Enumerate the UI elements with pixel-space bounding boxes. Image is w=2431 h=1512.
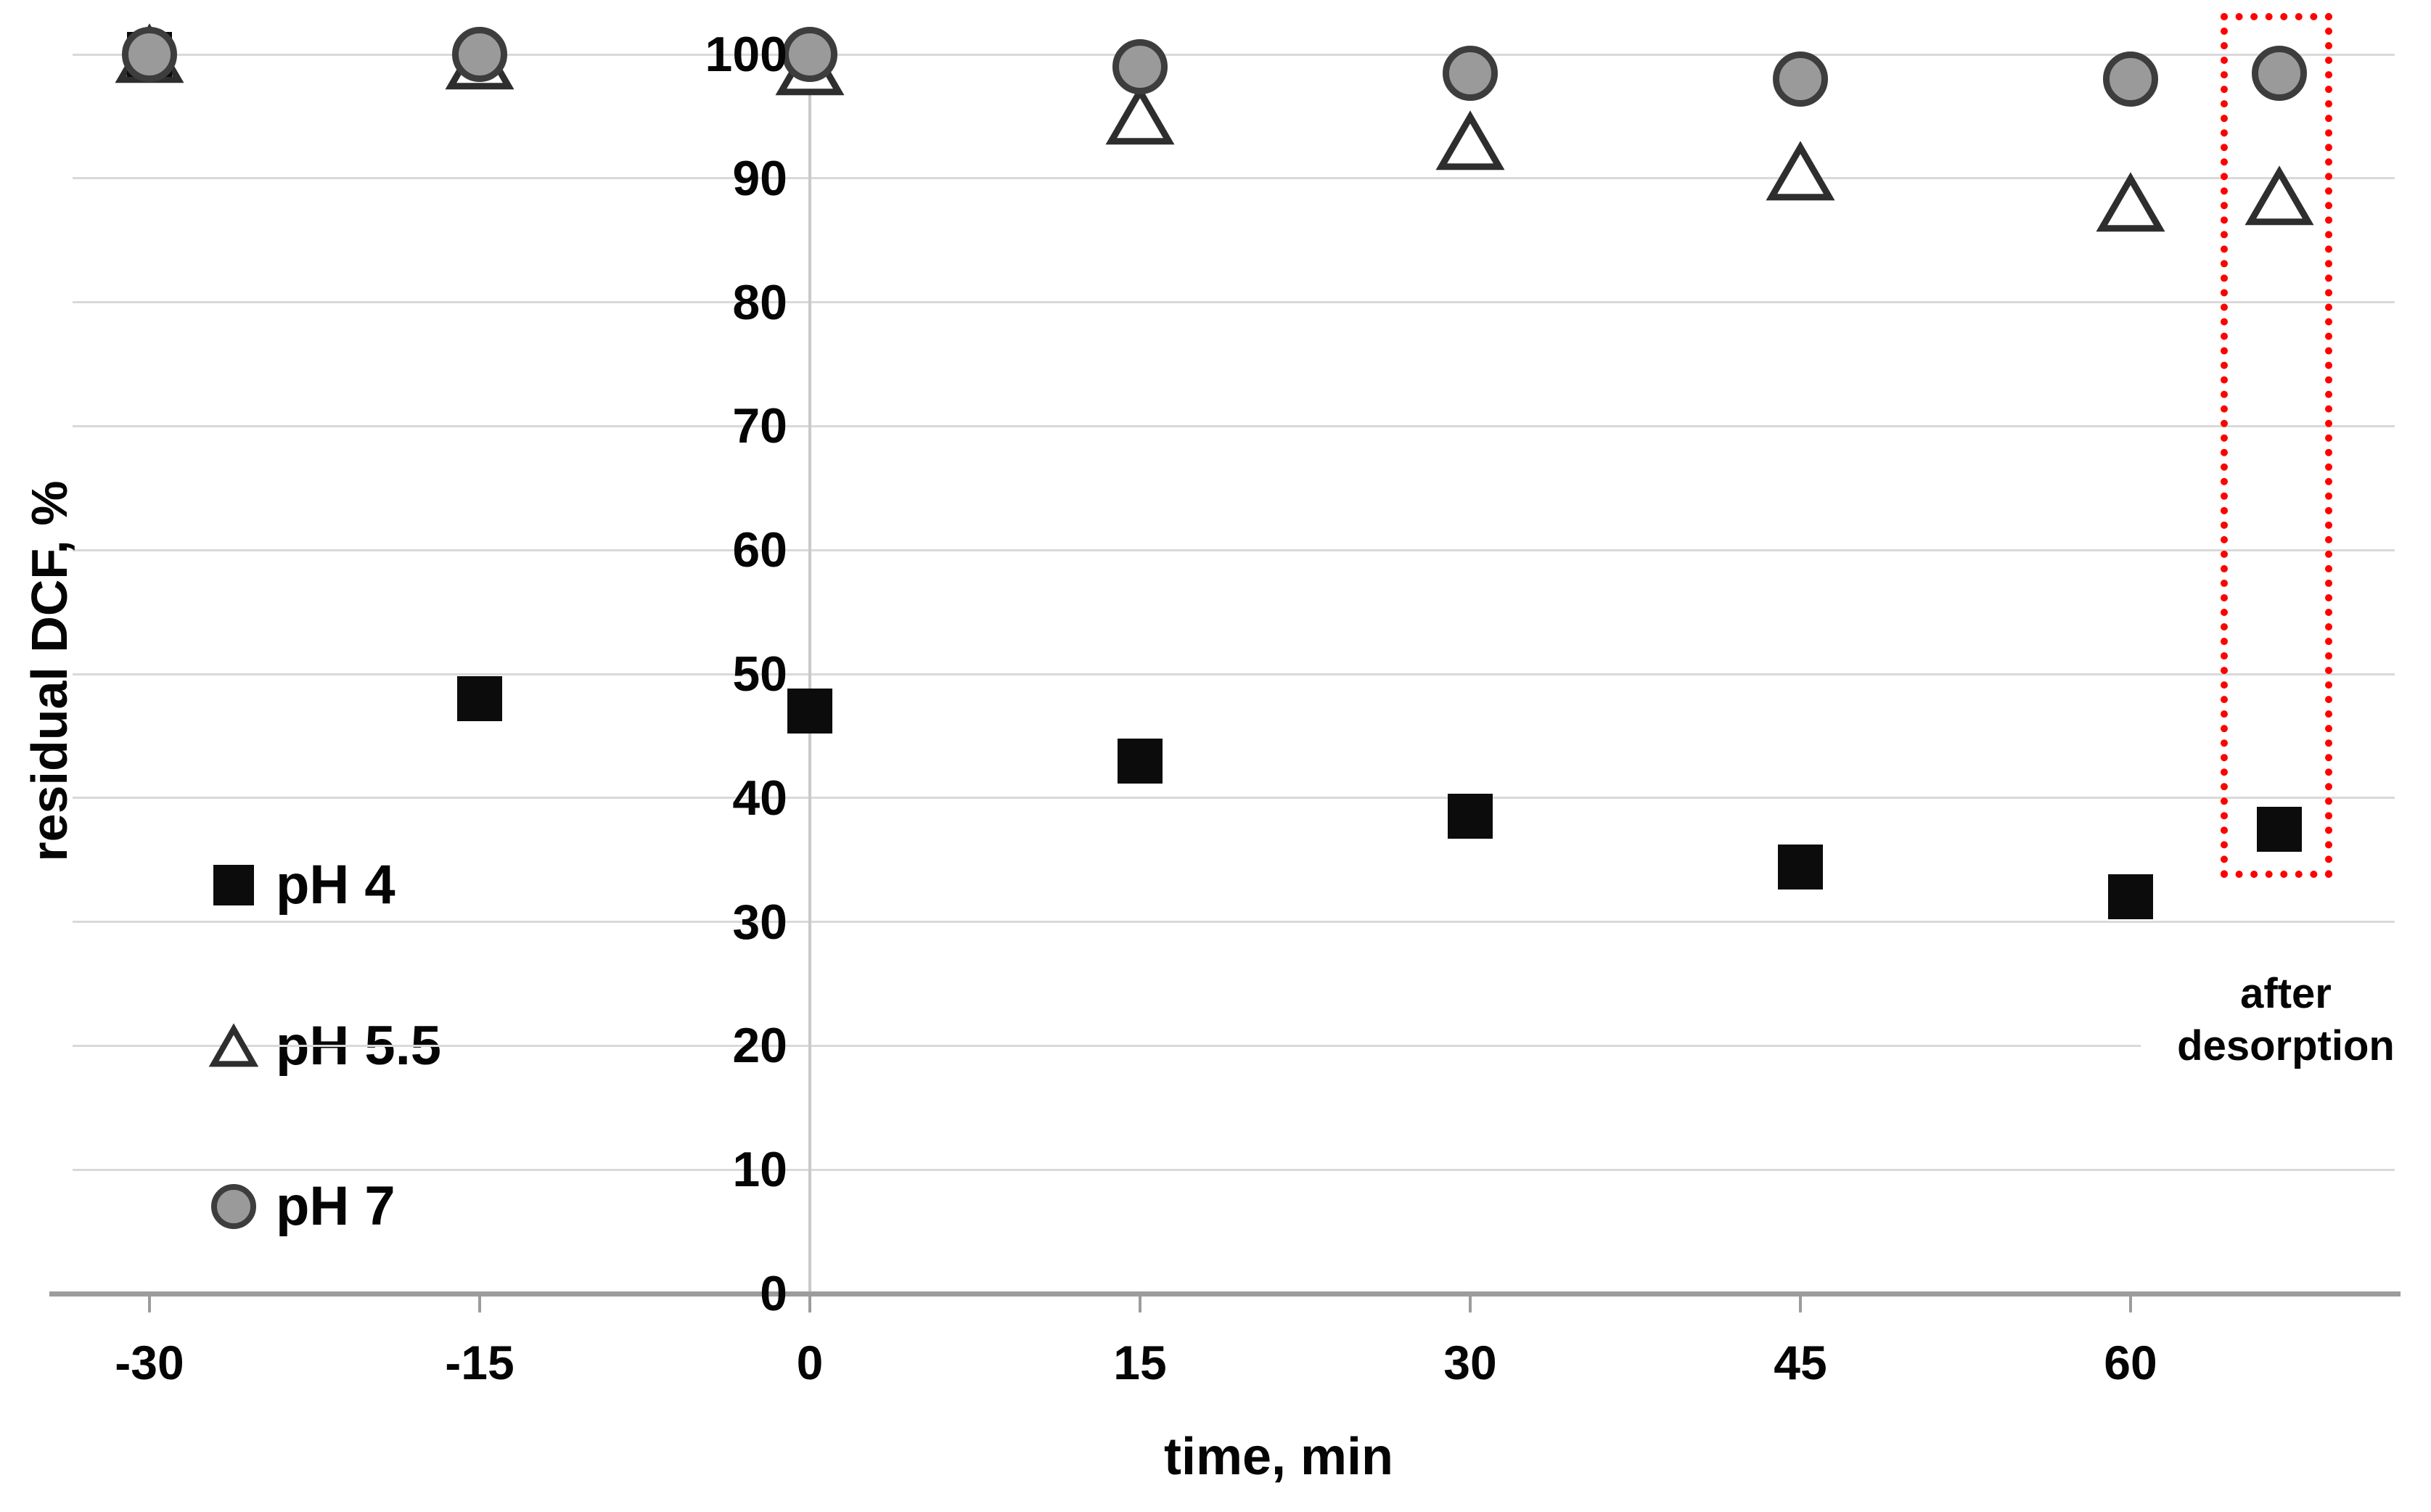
point-pH55-30 (1435, 110, 1505, 170)
x-tick-15 (1138, 1297, 1141, 1312)
y-tick-label-30: 30 (732, 894, 787, 950)
point-pH7-after (2252, 45, 2307, 101)
x-tick-label--15: -15 (445, 1336, 515, 1389)
x-axis-title: time, min (1163, 1428, 1394, 1486)
gridline-y-80 (73, 301, 2395, 304)
point-pH7-45 (1772, 52, 1828, 107)
x-tick-0 (808, 1297, 811, 1312)
y-tick-label-20: 20 (732, 1018, 787, 1074)
gridline-y-70 (73, 424, 2395, 427)
y-tick-label-70: 70 (732, 398, 787, 454)
point-pH4-45 (1777, 845, 1823, 890)
x-tick-label--30: -30 (115, 1336, 184, 1389)
annotation-line-2: desorption (2177, 1022, 2395, 1069)
point-pH4-30 (1447, 794, 1493, 839)
point-pH7--15 (452, 27, 507, 82)
point-pH4--15 (457, 676, 502, 722)
y-tick-label-80: 80 (732, 274, 787, 330)
point-pH7-30 (1442, 45, 1498, 101)
legend-marker-pH55 (208, 1023, 259, 1067)
y-tick-label-60: 60 (732, 522, 787, 578)
x-tick-label-0: 0 (796, 1336, 824, 1389)
point-pH7-15 (1112, 39, 1168, 95)
x-tick-60 (2128, 1297, 2132, 1312)
x-tick-label-30: 30 (1443, 1336, 1497, 1389)
point-pH7-0 (782, 27, 837, 82)
x-axis-line (49, 1291, 2401, 1297)
point-pH4-0 (787, 689, 832, 734)
point-pH4-60 (2107, 874, 2153, 920)
gridline-y-40 (73, 797, 2395, 800)
y-tick-label-40: 40 (732, 770, 787, 826)
legend-label-pH7: pH 7 (276, 1175, 395, 1237)
gridline-y-10 (73, 1168, 2395, 1171)
x-tick-label-60: 60 (2104, 1336, 2157, 1389)
y-tick-label-50: 50 (732, 646, 787, 702)
gridline-y-90 (73, 177, 2395, 180)
x-tick--15 (478, 1297, 481, 1312)
x-tick-label-45: 45 (1774, 1336, 1827, 1389)
point-pH55-after (2245, 165, 2314, 226)
x-tick-label-15: 15 (1113, 1336, 1167, 1389)
point-pH4-after (2257, 806, 2302, 852)
after-desorption-annotation: after desorption (2141, 968, 2431, 1072)
x-tick-30 (1468, 1297, 1472, 1312)
gridline-y-60 (73, 548, 2395, 551)
point-pH4-15 (1117, 738, 1163, 784)
annotation-line-1: after (2240, 970, 2332, 1017)
gridline-y-20 (73, 1044, 2395, 1047)
y-axis-line (808, 52, 811, 1294)
gridline-y-30 (73, 921, 2395, 924)
y-tick-label-90: 90 (732, 150, 787, 206)
point-pH55-45 (1766, 141, 1835, 201)
legend-marker-pH4 (213, 865, 254, 905)
x-tick-45 (1798, 1297, 1802, 1312)
y-tick-label-0: 0 (760, 1266, 787, 1321)
y-tick-label-100: 100 (705, 27, 787, 82)
gridline-y-50 (73, 673, 2395, 675)
point-pH55-60 (2096, 172, 2165, 232)
after-desorption-highlight-box (2221, 13, 2332, 878)
point-pH7--30 (122, 27, 177, 82)
y-tick-label-10: 10 (732, 1142, 787, 1198)
y-axis-title: residual DCF, % (21, 480, 78, 862)
legend-marker-pH7 (211, 1184, 256, 1229)
point-pH55-15 (1105, 85, 1175, 145)
point-pH7-60 (2102, 52, 2158, 107)
x-tick--30 (148, 1297, 151, 1312)
gridline-y-100 (73, 53, 2395, 56)
legend-label-pH4: pH 4 (276, 854, 395, 916)
